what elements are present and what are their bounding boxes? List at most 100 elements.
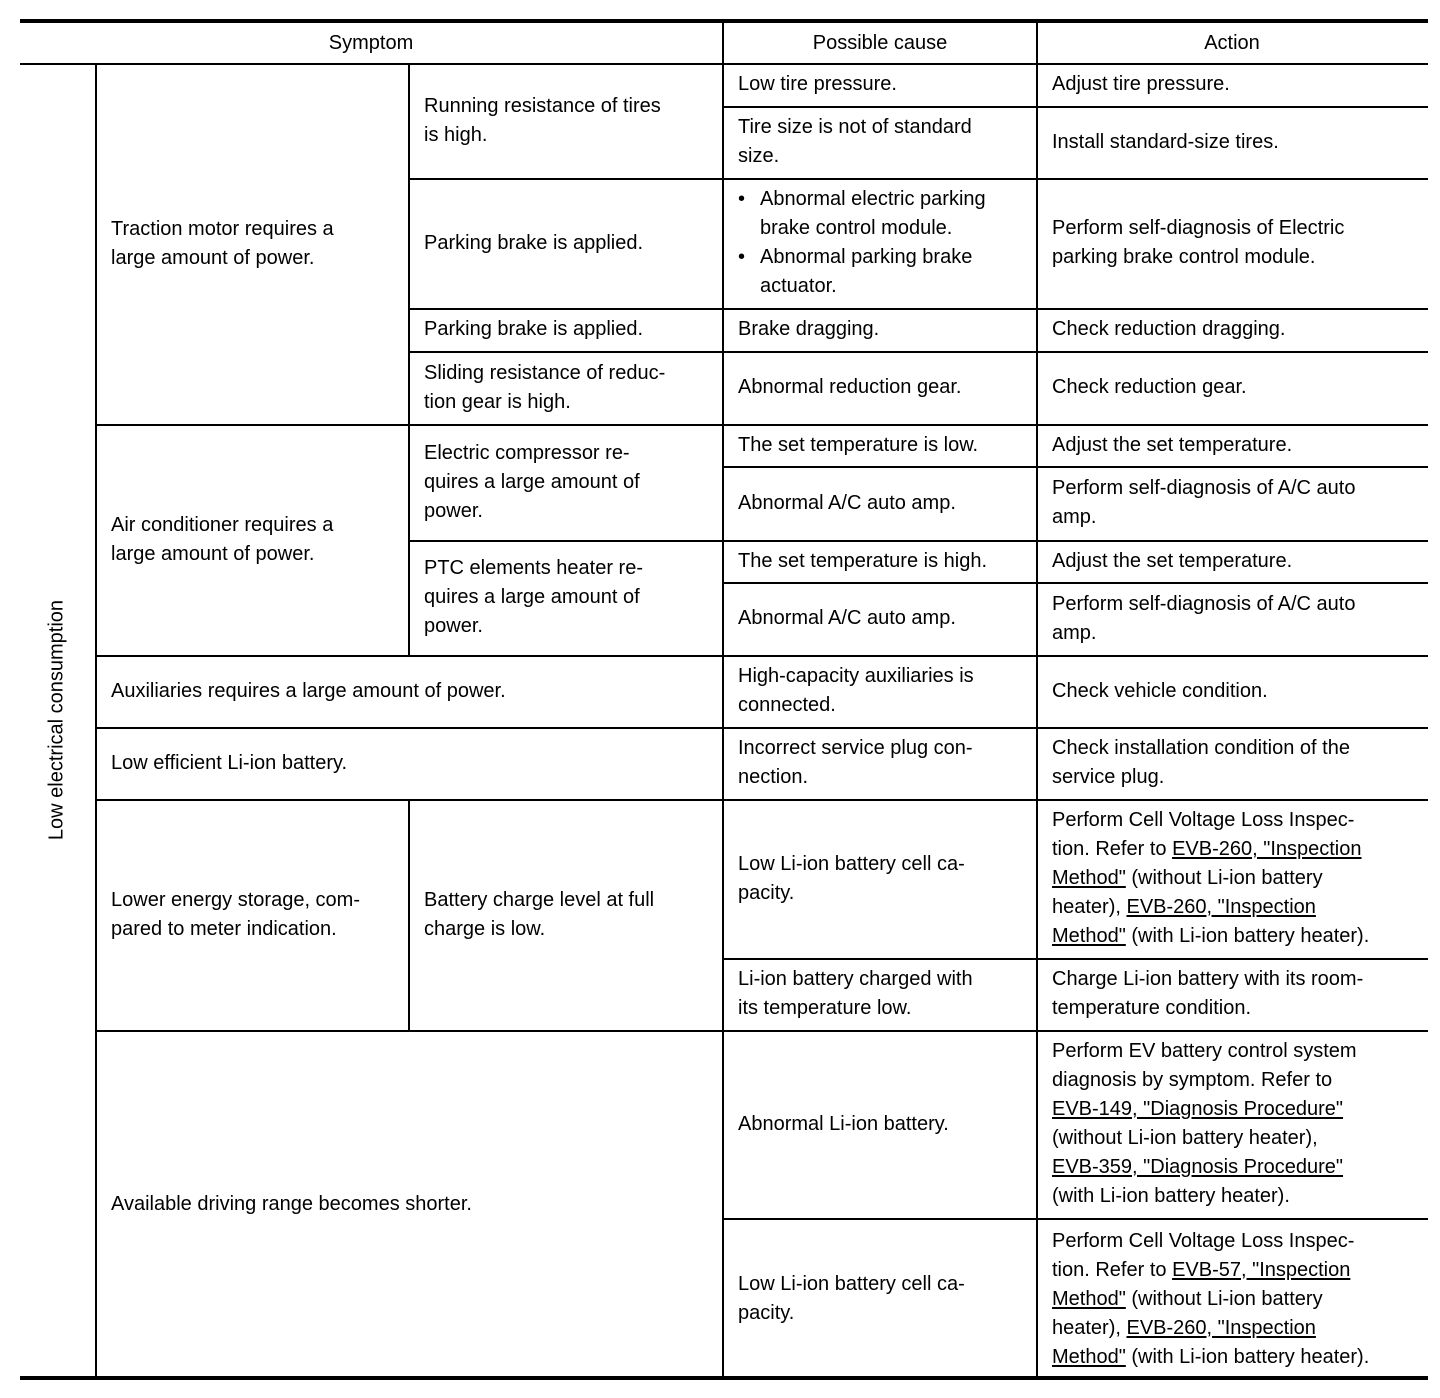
action-cell: Perform Cell Voltage Loss Inspec- tion. … <box>1036 799 1428 960</box>
cause-cell: The set temperature is high. <box>722 540 1038 584</box>
cause-text: Abnormal electric parking brake control … <box>760 188 986 239</box>
action-cell: Adjust the set temperature. <box>1036 540 1428 584</box>
cause-text: Incorrect service plug con- nection. <box>738 737 973 788</box>
cause-text: Abnormal A/C auto amp. <box>738 607 956 629</box>
action-text: (without Li-ion battery heater), <box>1052 1127 1318 1149</box>
cause-text: High-capacity auxiliaries is connected. <box>738 665 974 716</box>
action-cell: Charge Li-ion battery with its room- tem… <box>1036 958 1428 1032</box>
sub-charge: Battery charge level at full charge is l… <box>408 799 724 1032</box>
sub-sliding: Sliding resistance of reduc- tion gear i… <box>408 351 724 426</box>
action-text: (with Li-ion battery heater). <box>1052 1185 1290 1207</box>
cause-text: Low tire pressure. <box>738 73 897 95</box>
cause-cell: Tire size is not of standard size. <box>722 106 1038 180</box>
symptom-text: Auxiliaries requires a large amount of p… <box>111 679 506 702</box>
cause-cell: Abnormal A/C auto amp. <box>722 466 1038 542</box>
action-text: Check reduction gear. <box>1052 376 1247 398</box>
action-text: (without Li-ion battery heater), <box>1052 1287 1323 1339</box>
header-action-label: Action <box>1204 31 1260 54</box>
action-cell: Perform EV battery control system diagno… <box>1036 1030 1428 1220</box>
action-cell: Perform self-diagnosis of A/C auto amp. <box>1036 582 1428 657</box>
symptom-text: Traction motor requires a large amount o… <box>111 217 334 269</box>
action-text: Perform Cell Voltage Loss Inspec- tion. … <box>1052 1229 1355 1281</box>
table-top-rule <box>20 19 1428 23</box>
action-text: (without Li-ion battery heater), <box>1052 867 1323 918</box>
action-text: Perform self-diagnosis of A/C auto amp. <box>1052 477 1356 528</box>
action-cell: Perform self-diagnosis of Electric parki… <box>1036 178 1428 310</box>
bullet-icon: • <box>738 246 746 268</box>
symptom-aux: Auxiliaries requires a large amount of p… <box>95 655 724 729</box>
action-text: (with Li-ion battery heater). <box>1125 925 1370 947</box>
cause-cell: Abnormal reduction gear. <box>722 351 1038 426</box>
cause-cell: Abnormal A/C auto amp. <box>722 582 1038 657</box>
action-text: Check installation condition of the serv… <box>1052 737 1350 788</box>
bullet-item: • Abnormal electric parking brake control… <box>738 185 1030 243</box>
action-cell: Install standard-size tires. <box>1036 106 1428 180</box>
cause-cell: Brake dragging. <box>722 308 1038 353</box>
cause-text: Abnormal reduction gear. <box>738 376 962 398</box>
action-text: Check vehicle condition. <box>1052 679 1268 702</box>
sub-text: PTC elements heater re- quires a large a… <box>424 557 643 637</box>
action-text: Perform Cell Voltage Loss Inspec- tion. … <box>1052 809 1355 860</box>
cause-text: Tire size is not of standard size. <box>738 116 972 167</box>
action-cell: Check installation condition of the serv… <box>1036 727 1428 801</box>
action-text: Perform self-diagnosis of Electric parki… <box>1052 217 1345 268</box>
sub-text: Parking brake is applied. <box>424 318 644 340</box>
cause-text: The set temperature is low. <box>738 433 979 456</box>
action-text: Install standard-size tires. <box>1052 130 1279 153</box>
symptom-text: Low efficient Li-ion battery. <box>111 751 348 774</box>
cause-cell: • Abnormal electric parking brake control… <box>722 178 1038 310</box>
cause-text: Abnormal A/C auto amp. <box>738 491 956 514</box>
sub-text: Sliding resistance of reduc- tion gear i… <box>424 361 666 413</box>
reference-link[interactable]: EVB-260, "Inspection Method" <box>1052 896 1316 947</box>
sub-text: Running resistance of tires is high. <box>424 94 661 146</box>
action-text: Adjust the set temperature. <box>1052 549 1293 572</box>
action-cell: Perform Cell Voltage Loss Inspec- tion. … <box>1036 1218 1428 1380</box>
cause-cell: High-capacity auxiliaries is connected. <box>722 655 1038 729</box>
action-cell: Adjust tire pressure. <box>1036 63 1428 108</box>
reference-link[interactable]: EVB-260, "Inspection Method" <box>1052 838 1362 889</box>
table-bottom-rule <box>20 1376 1428 1380</box>
sub-ptc: PTC elements heater re- quires a large a… <box>408 540 724 657</box>
bullet-icon: • <box>738 188 746 210</box>
category-cell <box>20 63 97 1378</box>
sub-text: Parking brake is applied. <box>424 231 644 254</box>
action-text: Adjust the set temperature. <box>1052 433 1293 456</box>
sub-parking1: Parking brake is applied. <box>408 178 724 310</box>
symptom-text: Available driving range becomes shorter. <box>111 1192 472 1215</box>
action-cell: Check vehicle condition. <box>1036 655 1428 729</box>
action-cell: Check reduction gear. <box>1036 351 1428 426</box>
symptom-li-eff: Low efficient Li-ion battery. <box>95 727 724 801</box>
sub-text: Battery charge level at full charge is l… <box>424 888 655 940</box>
reference-link[interactable]: EVB-57, "Inspection Method" <box>1052 1258 1351 1310</box>
cause-text: Brake dragging. <box>738 318 880 340</box>
header-cause-label: Possible cause <box>812 31 948 54</box>
symptom-text: Lower energy storage, com- pared to mete… <box>111 888 361 940</box>
reference-link[interactable]: EVB-260, "Inspection Method" <box>1052 1316 1316 1368</box>
cause-text: Low Li-ion battery cell ca- pacity. <box>738 1273 965 1324</box>
cause-cell: The set temperature is low. <box>722 424 1038 468</box>
header-symptom-label: Symptom <box>328 31 414 54</box>
action-cell: Check reduction dragging. <box>1036 308 1428 353</box>
reference-link[interactable]: EVB-359, "Diagnosis Procedure" <box>1052 1156 1344 1178</box>
action-text: Adjust tire pressure. <box>1052 73 1230 95</box>
symptom-traction: Traction motor requires a large amount o… <box>95 63 410 426</box>
cause-cell: Incorrect service plug con- nection. <box>722 727 1038 801</box>
cause-text: Li-ion battery charged with its temperat… <box>738 968 973 1019</box>
bullet-item: • Abnormal parking brake actuator. <box>738 243 1030 301</box>
header-symptom: Symptom <box>20 23 724 65</box>
sub-parking2: Parking brake is applied. <box>408 308 724 353</box>
cause-text: Abnormal Li-ion battery. <box>738 1112 949 1135</box>
cause-cell: Li-ion battery charged with its temperat… <box>722 958 1038 1032</box>
category-label: Low electrical consumption <box>45 599 68 841</box>
cause-text: Abnormal parking brake actuator. <box>760 246 973 297</box>
action-cell: Perform self-diagnosis of A/C auto amp. <box>1036 466 1428 542</box>
symptom-range: Available driving range becomes shorter. <box>95 1030 724 1378</box>
sub-text: Electric compressor re- quires a large a… <box>424 441 640 522</box>
sub-compressor: Electric compressor re- quires a large a… <box>408 424 724 542</box>
action-text: Perform self-diagnosis of A/C auto amp. <box>1052 592 1356 644</box>
cause-cell: Low tire pressure. <box>722 63 1038 108</box>
cause-text: The set temperature is high. <box>738 549 988 572</box>
sub-running: Running resistance of tires is high. <box>408 63 724 180</box>
reference-link[interactable]: EVB-149, "Diagnosis Procedure" <box>1052 1098 1344 1120</box>
cause-cell: Low Li-ion battery cell ca- pacity. <box>722 1218 1038 1380</box>
